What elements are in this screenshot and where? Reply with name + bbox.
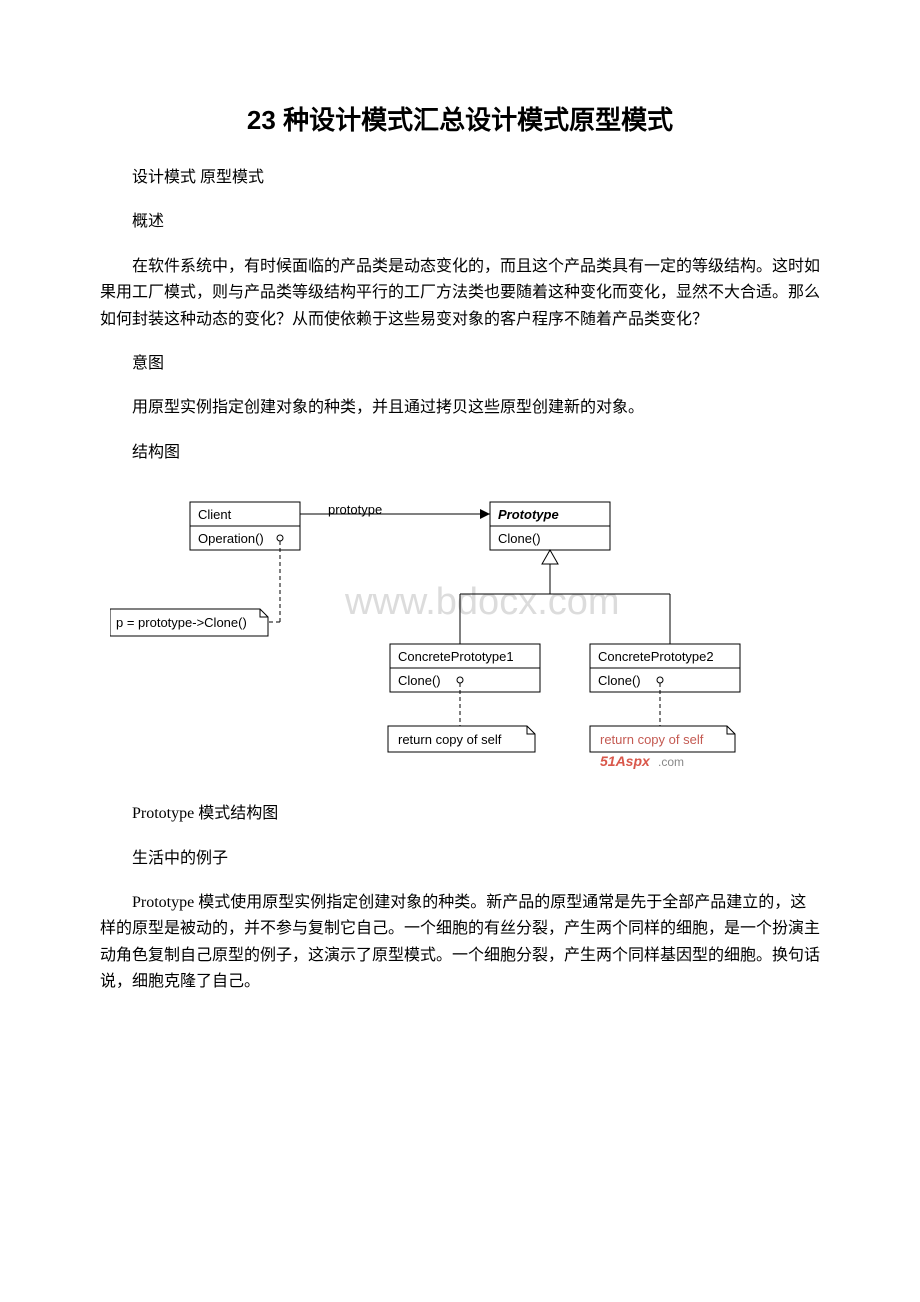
client-method: Operation() — [198, 531, 264, 546]
paragraph-example-body: Prototype 模式使用原型实例指定创建对象的种类。新产品的原型通常是先于全… — [100, 890, 820, 996]
doc-title: 23 种设计模式汇总设计模式原型模式 — [100, 100, 820, 137]
prototype-assoc-label: prototype — [328, 502, 382, 517]
site-mark-suffix: .com — [658, 755, 684, 769]
paragraph-example-heading: 生活中的例子 — [100, 846, 820, 872]
concrete2-method-dot — [657, 677, 663, 683]
concrete1-method: Clone() — [398, 673, 441, 688]
prototype-title: Prototype — [498, 507, 559, 522]
watermark-text: www.bdocx.com — [344, 581, 620, 623]
client-title: Client — [198, 507, 232, 522]
concrete2-title: ConcretePrototype2 — [598, 649, 714, 664]
concrete1-title: ConcretePrototype1 — [398, 649, 514, 664]
paragraph-overview-body: 在软件系统中，有时候面临的产品类是动态变化的，而且这个产品类具有一定的等级结构。… — [100, 254, 820, 333]
gen-triangle — [542, 550, 558, 564]
paragraph-subtitle: 设计模式 原型模式 — [100, 165, 820, 191]
paragraph-structure-heading: 结构图 — [100, 440, 820, 466]
paragraph-intent-heading: 意图 — [100, 351, 820, 377]
return1-text: return copy of self — [398, 732, 502, 747]
paragraph-overview-heading: 概述 — [100, 209, 820, 235]
paragraph-structure-caption: Prototype 模式结构图 — [100, 801, 820, 827]
client-to-prototype-arrowhead — [480, 509, 490, 519]
uml-diagram: www.bdocx.com Client Operation() prototy… — [100, 494, 820, 779]
clone-note-text: p = prototype->Clone() — [116, 615, 247, 630]
prototype-method: Clone() — [498, 531, 541, 546]
client-method-dot — [277, 535, 283, 541]
return2-text: return copy of self — [600, 732, 704, 747]
concrete2-method: Clone() — [598, 673, 641, 688]
site-mark-red: 51Aspx — [600, 753, 651, 769]
paragraph-intent-body: 用原型实例指定创建对象的种类，并且通过拷贝这些原型创建新的对象。 — [100, 395, 820, 421]
concrete1-method-dot — [457, 677, 463, 683]
